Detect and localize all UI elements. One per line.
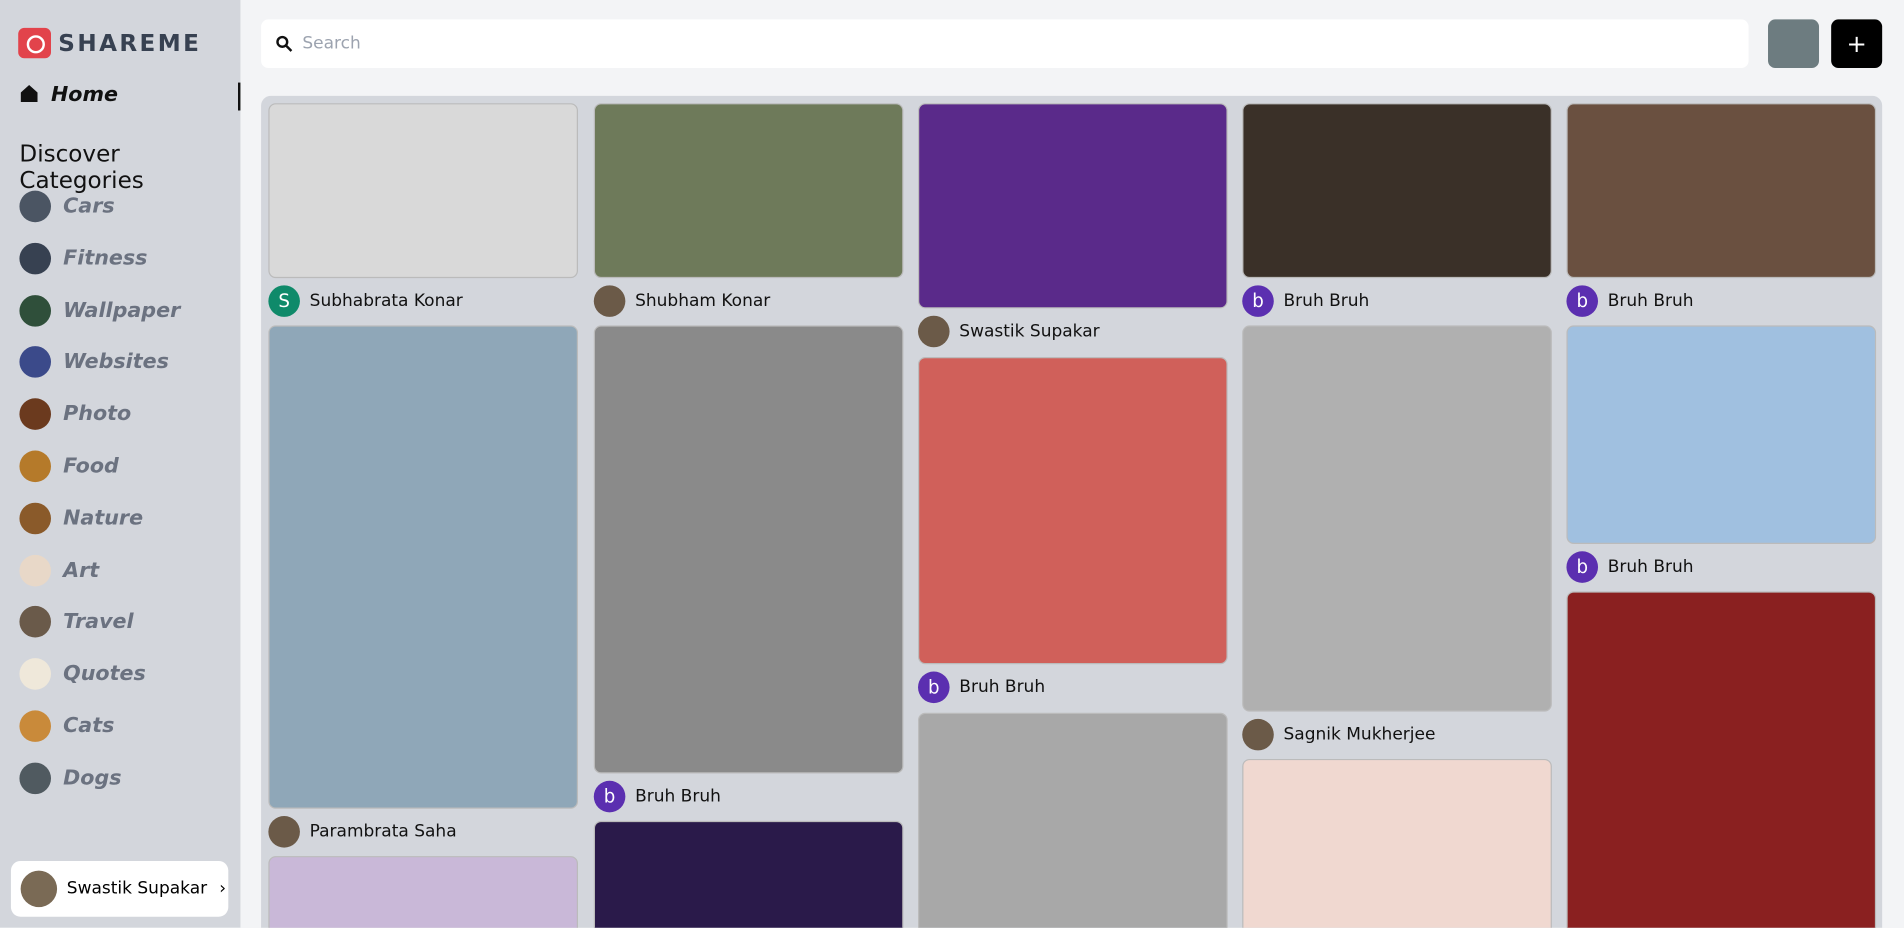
pin-image[interactable] [593, 820, 904, 928]
author-avatar: b [1566, 551, 1599, 583]
profile-avatar[interactable] [1768, 19, 1820, 69]
category-icon [19, 658, 52, 690]
add-pin-button[interactable]: + [1831, 19, 1883, 69]
category-item[interactable]: Cats [19, 709, 114, 743]
author-avatar [268, 816, 300, 848]
active-indicator [238, 82, 241, 111]
category-icon [19, 710, 52, 742]
category-label: Quotes [63, 662, 146, 687]
category-label: Websites [63, 350, 169, 375]
pin-author[interactable]: b Bruh Bruh [918, 671, 1046, 704]
category-item[interactable]: Wallpaper [19, 293, 180, 327]
brand: SHAREME [58, 30, 202, 58]
author-name: Bruh Bruh [959, 677, 1046, 698]
pin-author[interactable]: b Bruh Bruh [593, 780, 721, 813]
category-icon [19, 346, 52, 379]
category-item[interactable]: Art [19, 553, 99, 587]
author-name: Parambrata Saha [309, 822, 457, 842]
category-icon [19, 242, 52, 275]
pin-image[interactable] [1242, 103, 1552, 279]
pin-image[interactable] [268, 856, 579, 928]
category-item[interactable]: Fitness [19, 241, 147, 275]
user-avatar [20, 870, 58, 908]
author-avatar: S [268, 285, 300, 317]
category-label: Nature [63, 506, 144, 531]
category-label: Photo [63, 402, 132, 427]
logo-icon [18, 27, 52, 59]
pin-author[interactable]: Sagnik Mukherjee [1242, 718, 1436, 751]
category-item[interactable]: Dogs [19, 761, 122, 795]
search-icon [276, 35, 293, 52]
category-item[interactable]: Food [19, 449, 119, 483]
pin-image[interactable] [918, 357, 1228, 665]
author-avatar: b [918, 671, 950, 704]
category-label: Cars [63, 194, 115, 219]
category-label: Cats [63, 714, 115, 739]
author-name: Shubham Konar [635, 291, 771, 311]
author-name: Bruh Bruh [1283, 291, 1370, 311]
author-avatar: b [593, 780, 626, 813]
pin-author[interactable]: Swastik Supakar [918, 315, 1100, 348]
home-icon [20, 85, 38, 103]
category-item[interactable]: Cars [19, 189, 115, 223]
user-name: Swastik Supakar [66, 879, 208, 899]
category-icon [19, 554, 52, 587]
author-name: Bruh Bruh [1607, 557, 1694, 577]
category-icon [19, 450, 52, 483]
author-avatar [1242, 718, 1274, 751]
pin-image[interactable] [1566, 103, 1877, 279]
pin-author[interactable]: Parambrata Saha [268, 816, 457, 848]
category-icon [19, 398, 52, 431]
category-icon [19, 606, 52, 638]
author-name: Sagnik Mukherjee [1283, 724, 1436, 745]
pin-image[interactable] [268, 103, 579, 279]
category-label: Wallpaper [63, 298, 181, 323]
sidebar: SHAREME Home Discover Categories Swastik… [0, 0, 241, 928]
pin-author[interactable]: b Bruh Bruh [1566, 285, 1694, 317]
category-icon [19, 190, 52, 223]
search-bar[interactable]: Search [261, 19, 1749, 69]
nav-home[interactable]: Home [51, 82, 118, 107]
category-icon [19, 502, 52, 535]
pin-author[interactable]: b Bruh Bruh [1242, 285, 1369, 317]
category-item[interactable]: Photo [19, 397, 131, 431]
author-avatar: b [1242, 285, 1274, 317]
pin-author[interactable]: b Bruh Bruh [1566, 551, 1694, 583]
author-name: Subhabrata Konar [309, 291, 463, 311]
pin-image[interactable] [918, 712, 1228, 928]
author-name: Swastik Supakar [959, 321, 1100, 342]
pin-author[interactable]: S Subhabrata Konar [268, 285, 463, 317]
author-avatar [918, 315, 950, 348]
author-avatar [593, 285, 626, 317]
pin-author[interactable]: Shubham Konar [593, 285, 771, 317]
category-icon [19, 294, 52, 327]
pin-image[interactable] [1242, 325, 1552, 712]
author-avatar: b [1566, 285, 1599, 317]
pin-image[interactable] [268, 325, 579, 809]
search-placeholder: Search [302, 34, 361, 54]
category-label: Dogs [63, 765, 122, 791]
author-name: Bruh Bruh [1607, 291, 1694, 311]
category-item[interactable]: Quotes [19, 657, 146, 691]
category-label: Travel [63, 610, 134, 635]
pin-image[interactable] [593, 325, 904, 774]
categories-heading: Discover Categories [19, 140, 144, 195]
pin-image[interactable] [918, 103, 1228, 309]
pin-image[interactable] [593, 103, 904, 279]
author-name: Bruh Bruh [635, 786, 721, 807]
pin-image[interactable] [1242, 758, 1552, 928]
category-item[interactable]: Websites [19, 345, 169, 379]
chevron: › [219, 879, 227, 899]
user-card[interactable]: Swastik Supakar › [10, 860, 229, 917]
category-label: Fitness [63, 246, 148, 271]
pin-image[interactable] [1566, 325, 1877, 545]
category-item[interactable]: Nature [19, 501, 143, 535]
pin-image[interactable] [1566, 591, 1877, 928]
category-item[interactable]: Travel [19, 605, 134, 639]
category-label: Food [63, 454, 119, 479]
category-icon [19, 762, 52, 794]
category-label: Art [63, 558, 100, 583]
